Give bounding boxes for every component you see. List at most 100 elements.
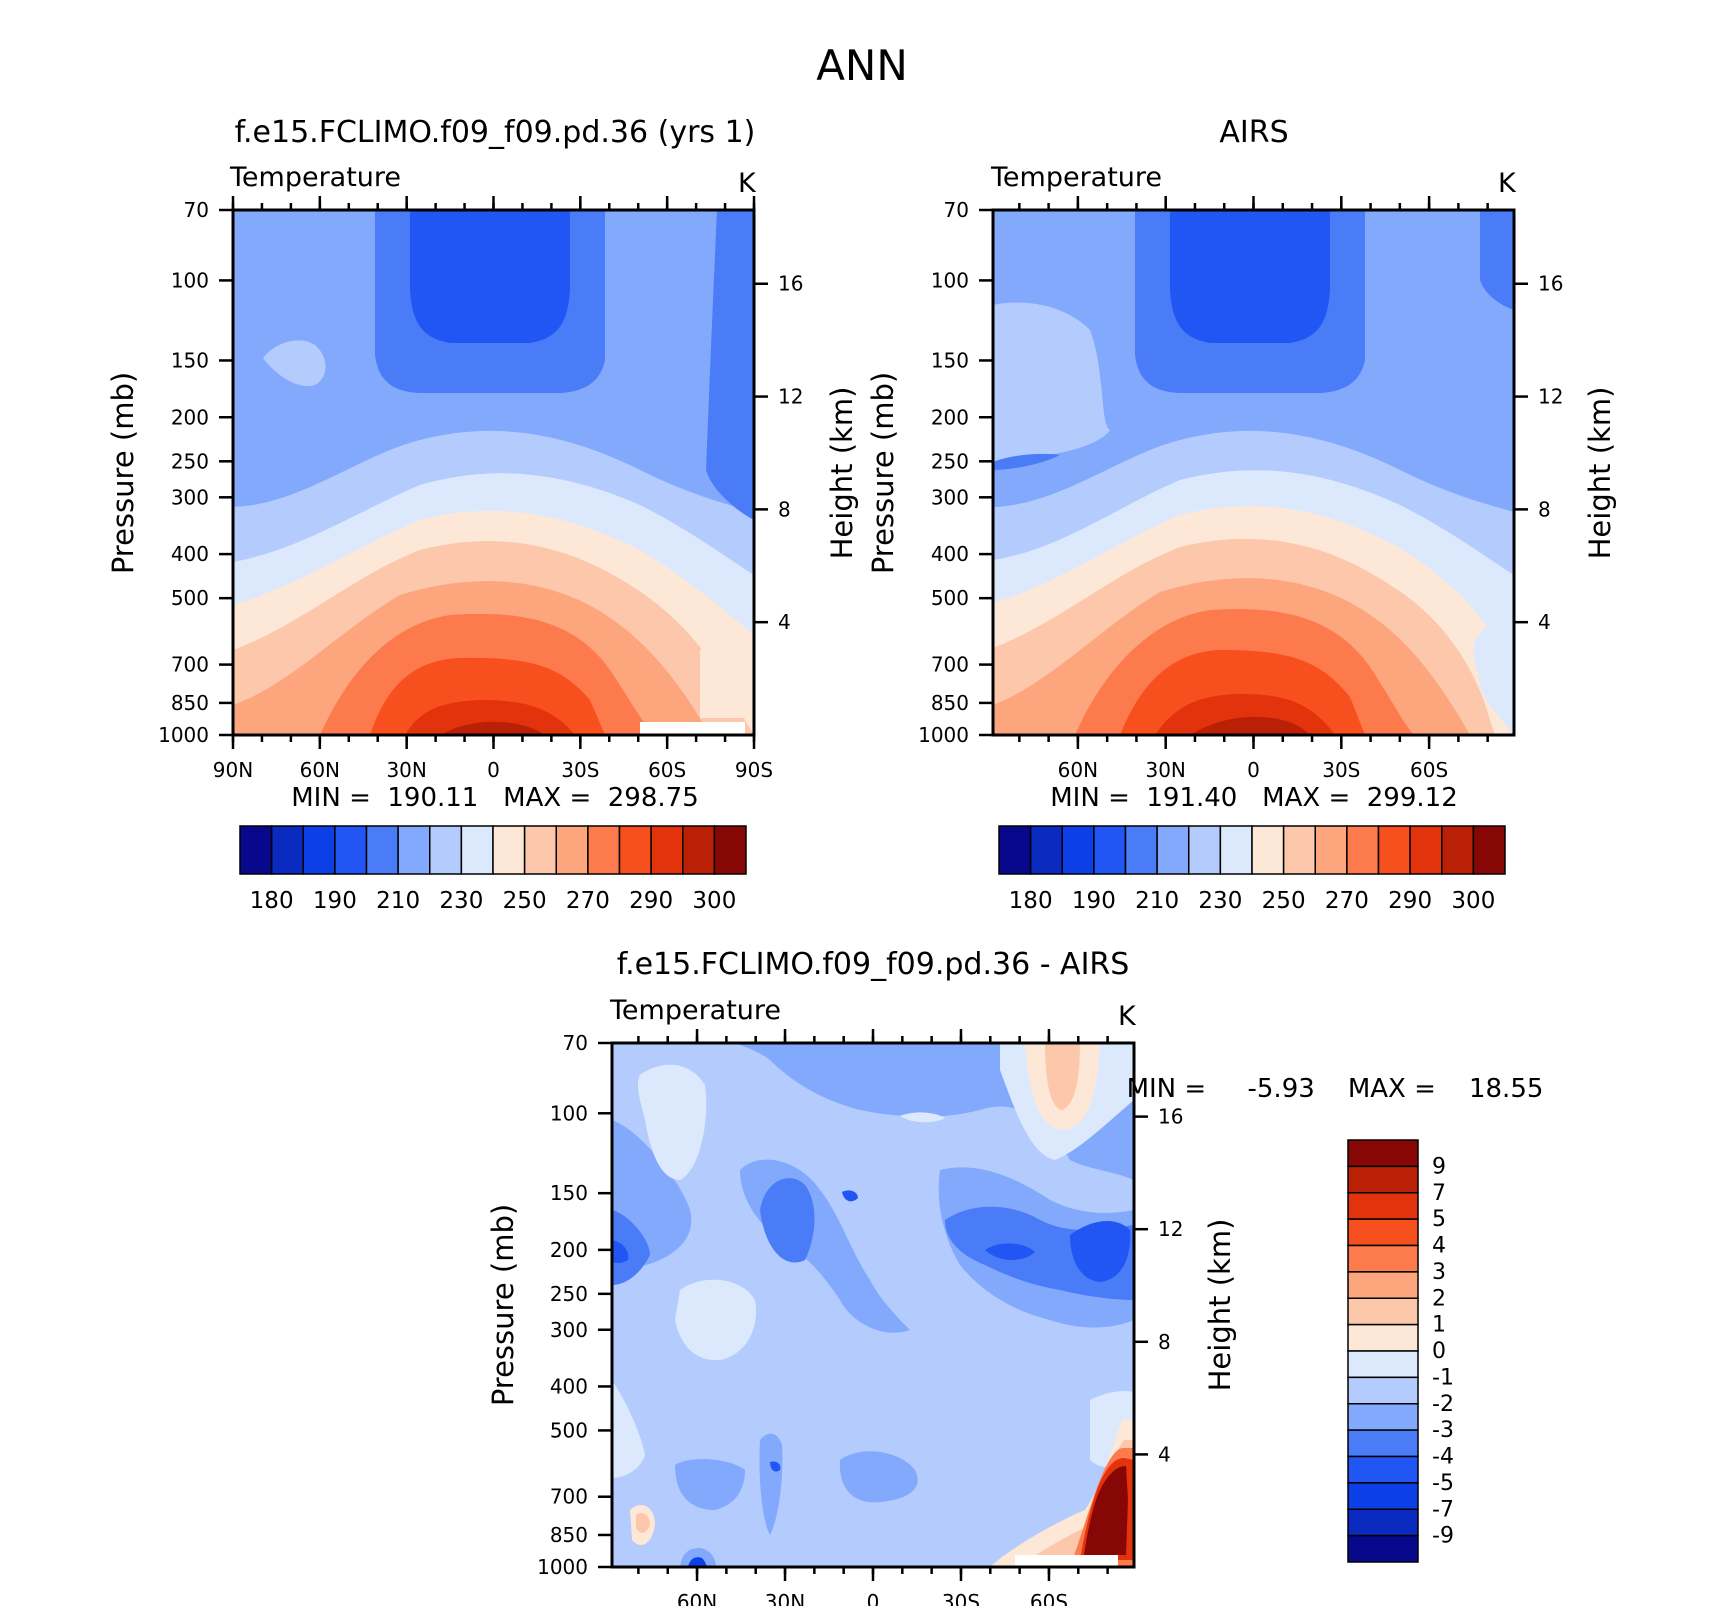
model-colorbar-label-7: 300 <box>692 888 736 914</box>
diff-colorbar-box-12 <box>1347 1455 1419 1484</box>
diff-y2-tick-label-1: 12 <box>1158 1217 1183 1241</box>
model-y2-tick-label-2: 8 <box>778 497 791 521</box>
obs-y-tick-label-7: 500 <box>931 586 969 610</box>
model-y-tick-label-10: 1000 <box>158 723 209 747</box>
model-y-tick-label-9: 850 <box>171 691 209 715</box>
obs-y-tick-label-8: 700 <box>931 653 969 677</box>
obs-y-tick-label-3: 200 <box>931 405 969 429</box>
obs-y-tick-label-2: 150 <box>931 348 969 372</box>
model-colorbar-box-9 <box>523 825 557 875</box>
obs-colorbar-box-15 <box>1472 825 1506 875</box>
model-band-200-210-south-pole <box>706 210 754 520</box>
obs-band-295-300 <box>1190 716 1310 735</box>
diff-band-m5-m4-tropics-dot <box>842 1190 858 1202</box>
obs-colorbar-box-9 <box>1282 825 1316 875</box>
obs-band-190-200 <box>1170 210 1330 343</box>
obs-colorbar-label-3: 230 <box>1198 888 1242 914</box>
model-x-tick-label-6: 90S <box>735 758 773 782</box>
diff-y-tick-label-2: 150 <box>550 1181 588 1205</box>
diff-colorbar-label-3: 4 <box>1432 1234 1446 1259</box>
difference-axis-ticks: 60N 30N 0 30S 60S 70 100 150 200 250 300 400 500 700 8… <box>537 1029 1183 1606</box>
diff-x-tick-label-0: 60N <box>677 1590 717 1606</box>
obs-y-tick-label-5: 300 <box>931 485 969 509</box>
model-colorbar-box-4 <box>365 825 399 875</box>
diff-y2-tick-label-3: 4 <box>1158 1442 1171 1466</box>
model-x-tick-label-2: 30N <box>386 758 426 782</box>
diff-colorbar-label-14: -9 <box>1432 1524 1454 1549</box>
obs-y2-axis-label: Height (km) <box>1583 387 1617 560</box>
obs-colorbar-box-13 <box>1409 825 1443 875</box>
difference-variable-label: Temperature <box>609 995 781 1026</box>
obs-colorbar-box-12 <box>1377 825 1411 875</box>
diff-x-tick-label-2: 0 <box>867 1590 880 1606</box>
model-y-tick-label-5: 300 <box>171 485 209 509</box>
diff-band-m7-m5-surface-dot <box>688 1557 707 1567</box>
obs-x-tick-label-1: 30N <box>1145 758 1185 782</box>
obs-contour-field <box>993 210 1514 735</box>
model-y-tick-label-3: 200 <box>171 405 209 429</box>
diff-colorbar-box-4 <box>1347 1244 1419 1273</box>
obs-colorbar-box-3 <box>1093 825 1127 875</box>
model-colorbar-box-10 <box>555 825 589 875</box>
model-colorbar-label-3: 230 <box>439 888 483 914</box>
obs-y-tick-label-4: 250 <box>931 449 969 473</box>
diff-band-m5-m4-south-jet <box>1070 1220 1131 1282</box>
diff-y-tick-label-9: 850 <box>550 1523 588 1547</box>
diff-y-tick-label-0: 70 <box>563 1031 588 1055</box>
model-y-tick-label-0: 70 <box>184 198 209 222</box>
obs-y-tick-label-9: 850 <box>931 691 969 715</box>
model-x-tick-label-0: 90N <box>213 758 253 782</box>
model-band-290-295 <box>405 700 575 735</box>
model-x-tick-label-1: 60N <box>300 758 340 782</box>
obs-axis-ticks: 60N 30N 0 30S 60S 70 100 150 200 250 300 400 500 700 8… <box>918 196 1563 782</box>
obs-colorbar-box-5 <box>1156 825 1190 875</box>
obs-variable-label: Temperature <box>990 162 1162 193</box>
diff-y-tick-label-3: 200 <box>550 1238 588 1262</box>
model-colorbar-box-7 <box>460 825 494 875</box>
diff-colorbar-label-8: -1 <box>1432 1365 1454 1390</box>
diff-colorbar-label-12: -5 <box>1432 1471 1454 1496</box>
diff-colorbar-label-9: -2 <box>1432 1392 1454 1417</box>
model-x-tick-label-3: 0 <box>487 758 500 782</box>
model-colorbar-box-1 <box>270 825 304 875</box>
obs-colorbar-box-11 <box>1346 825 1380 875</box>
model-y2-tick-label-3: 4 <box>778 610 791 634</box>
diff-colorbar-label-2: 5 <box>1432 1207 1446 1232</box>
obs-band-200-210-south-pole <box>1480 210 1514 310</box>
obs-colorbar-box-4 <box>1124 825 1158 875</box>
obs-colorbar-box-8 <box>1251 825 1285 875</box>
obs-y-tick-label-1: 100 <box>931 268 969 292</box>
diff-band-1-2-north-surface <box>636 1513 650 1533</box>
diff-colorbar-box-5 <box>1347 1271 1419 1299</box>
difference-panel-title: f.e15.FCLIMO.f09_f09.pd.36 - AIRS <box>617 947 1130 982</box>
model-x-tick-label-5: 60S <box>648 758 686 782</box>
model-colorbar-label-2: 210 <box>376 888 420 914</box>
diff-band-m1-0-mid <box>675 1279 756 1361</box>
diff-colorbar-box-9 <box>1347 1376 1419 1405</box>
obs-colorbar-box-14 <box>1441 825 1475 875</box>
difference-panel: f.e15.FCLIMO.f09_f09.pd.36 - AIRS Temper… <box>486 947 1543 1606</box>
model-colorbar-box-6 <box>429 825 463 875</box>
model-panel: f.e15.FCLIMO.f09_f09.pd.36 (yrs 1) Tempe… <box>106 115 859 914</box>
model-y-axis-label: Pressure (mb) <box>106 372 140 574</box>
obs-colorbar-label-4: 250 <box>1262 888 1306 914</box>
obs-panel-title: AIRS <box>1219 115 1288 150</box>
model-axis-ticks: 90N 60N 30N 0 30S 60S 90S 70 100 150 200 250 300 400 5… <box>158 196 803 782</box>
model-missing-below-ground <box>640 722 745 735</box>
model-contour-field <box>233 210 754 735</box>
diff-colorbar-box-1 <box>1347 1165 1419 1194</box>
diff-band-m3-m2-lower-a <box>675 1458 745 1510</box>
model-y-tick-label-1: 100 <box>171 268 209 292</box>
diff-y2-tick-label-2: 8 <box>1158 1330 1171 1354</box>
obs-band-220-230-upper <box>993 302 1110 462</box>
diff-y-tick-label-10: 1000 <box>537 1555 588 1579</box>
obs-colorbar-box-2 <box>1061 825 1095 875</box>
model-band-240-250-south-tongue <box>700 628 745 735</box>
obs-band-230-240-south <box>1473 612 1514 700</box>
model-variable-label: Temperature <box>229 162 401 193</box>
model-band-220-230-island <box>263 340 326 387</box>
difference-contour-field <box>612 1043 1134 1567</box>
model-colorbar-box-12 <box>618 825 652 875</box>
diff-y-tick-label-7: 500 <box>550 1418 588 1442</box>
model-colorbar-box-0 <box>239 825 273 875</box>
